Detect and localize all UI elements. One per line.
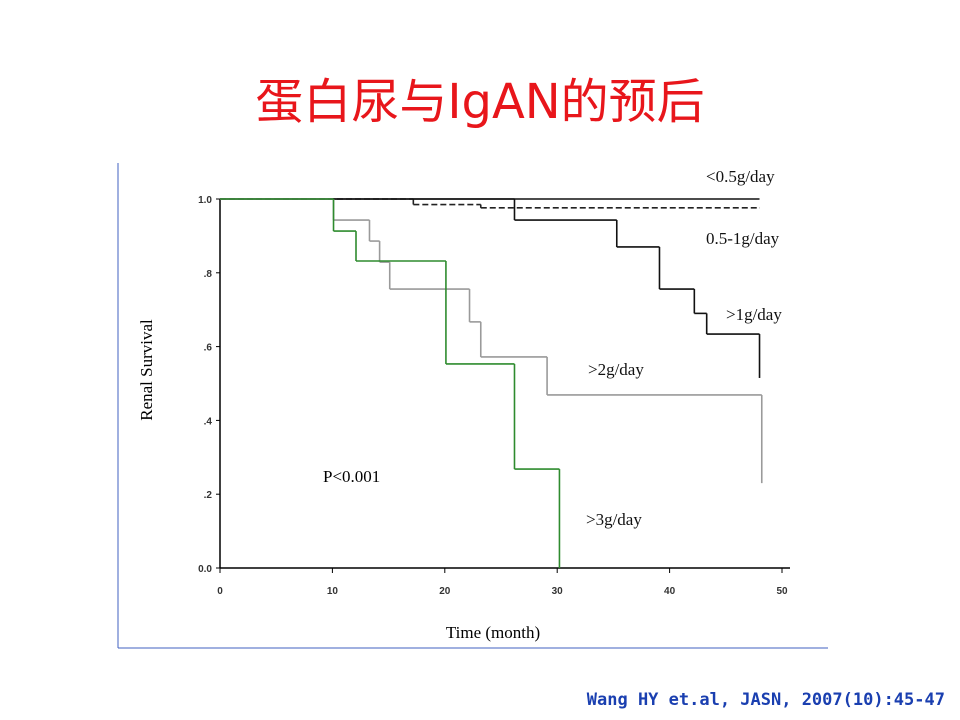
x-tick-label: 50 — [776, 586, 788, 597]
x-tick-label: 40 — [664, 586, 676, 597]
citation: Wang HY et.al, JASN, 2007(10):45-47 — [587, 690, 945, 710]
x-tick-label: 20 — [439, 586, 451, 597]
x-axis-label: Time (month) — [446, 623, 540, 642]
y-axis-label: Renal Survival — [137, 319, 156, 421]
series-label: 0.5-1g/day — [706, 229, 780, 248]
y-tick-label: 0.0 — [198, 564, 212, 575]
series-label: >2g/day — [588, 360, 644, 379]
y-tick-label: .4 — [204, 416, 213, 427]
y-tick-label: .6 — [204, 343, 213, 354]
p-value: P<0.001 — [323, 467, 380, 486]
series-label: >1g/day — [726, 305, 782, 324]
x-tick-label: 10 — [327, 586, 339, 597]
y-tick-label: .8 — [204, 269, 213, 280]
x-tick-label: 30 — [552, 586, 564, 597]
series-label: <0.5g/day — [706, 167, 775, 186]
series-label: >3g/day — [586, 510, 642, 529]
y-tick-label: 1.0 — [198, 195, 212, 206]
y-tick-label: .2 — [204, 490, 213, 501]
slide-title: 蛋白尿与IgAN的预后 — [255, 74, 704, 130]
x-tick-label: 0 — [217, 586, 223, 597]
